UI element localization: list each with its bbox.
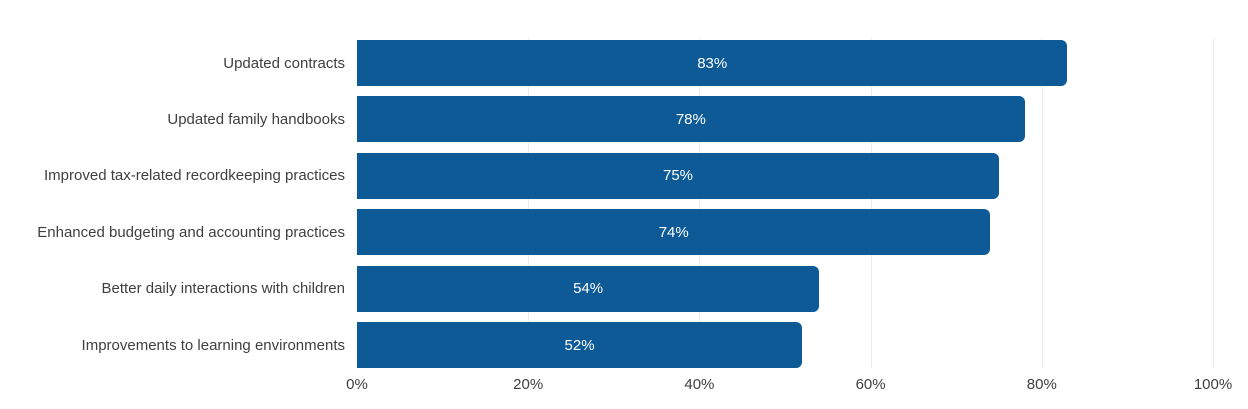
category-label: Updated contracts — [223, 54, 345, 72]
x-tick-label: 40% — [684, 376, 715, 393]
gridline — [528, 38, 530, 368]
x-tick-label: 100% — [1193, 376, 1233, 393]
bar: 52% — [357, 322, 803, 368]
category-label: Updated family handbooks — [167, 110, 345, 128]
chart-row: Updated contracts 83% — [0, 40, 1248, 86]
bar: 54% — [357, 265, 820, 312]
gridline — [1041, 38, 1043, 368]
x-tick-label: 0% — [346, 376, 368, 393]
bar: 75% — [357, 152, 999, 199]
chart-row: Enhanced budgeting and accounting practi… — [0, 209, 1248, 256]
gridline — [870, 38, 872, 368]
bar-value-label: 52% — [564, 336, 595, 354]
bar: 74% — [357, 209, 991, 256]
x-tick-label: 20% — [513, 376, 544, 393]
chart-row: Better daily interactions with children 5… — [0, 265, 1248, 312]
bar-value-label: 78% — [675, 110, 706, 128]
category-label: Improved tax-related recordkeeping pract… — [44, 167, 345, 185]
gridline — [699, 38, 701, 368]
category-label: Improvements to learning environments — [81, 336, 345, 354]
bar: 83% — [357, 40, 1068, 86]
x-tick-label: 60% — [855, 376, 886, 393]
category-label: Enhanced budgeting and accounting practi… — [37, 223, 345, 241]
chart-row: Improvements to learning environments 52% — [0, 322, 1248, 368]
bar: 78% — [357, 96, 1025, 143]
category-label: Better daily interactions with children — [101, 280, 345, 298]
bar-value-label: 83% — [697, 54, 728, 72]
bar-value-label: 74% — [658, 223, 689, 241]
bar-value-label: 75% — [662, 167, 694, 185]
bar-value-label: 54% — [573, 280, 604, 298]
chart-row: Improved tax-related recordkeeping pract… — [0, 152, 1248, 199]
chart-row: Updated family handbooks 78% — [0, 96, 1248, 143]
x-tick-label: 80% — [1026, 376, 1057, 393]
gridline — [1213, 38, 1214, 368]
